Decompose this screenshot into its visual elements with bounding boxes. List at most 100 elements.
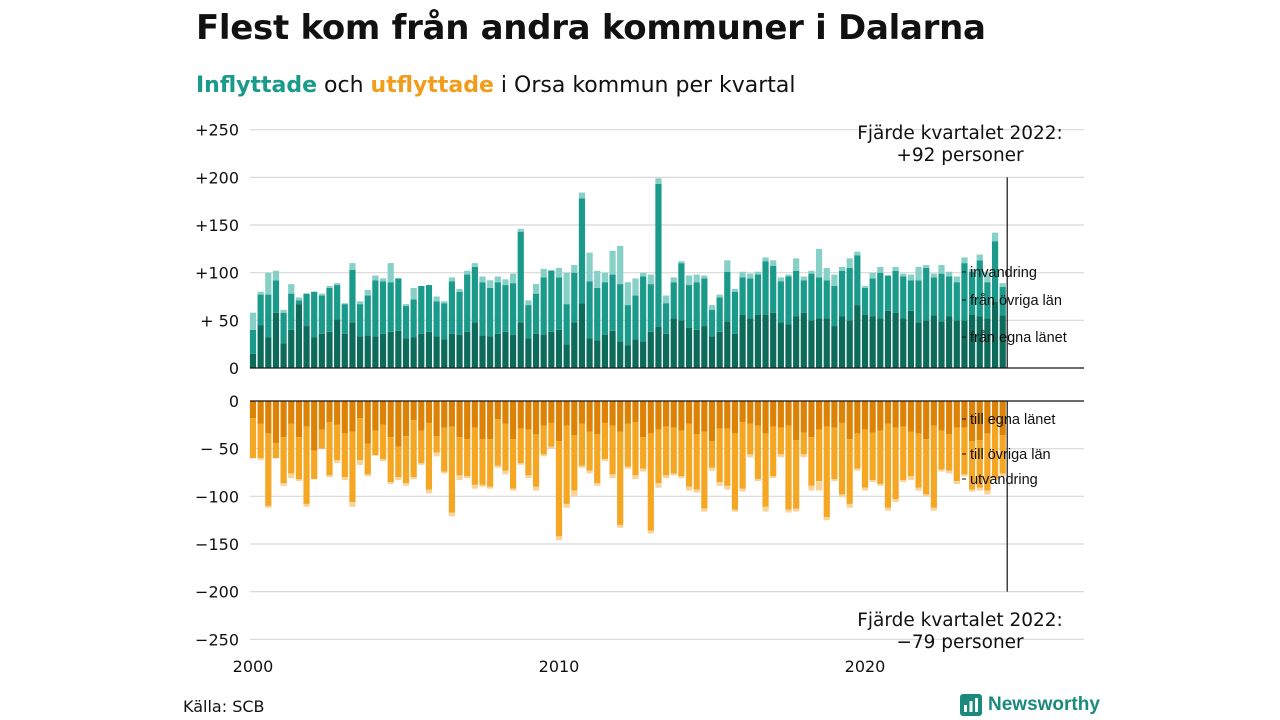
bar-in-segment — [739, 271, 746, 278]
bar-out-segment — [762, 401, 769, 434]
ytick-label-bottom: −100 — [195, 487, 239, 506]
bar-out-segment — [586, 431, 593, 471]
bar-out-segment — [984, 401, 991, 434]
bar-in-segment — [984, 318, 991, 368]
bar-out-segment — [747, 454, 754, 458]
bar-out-segment — [938, 401, 945, 431]
bar-in-segment — [708, 336, 716, 368]
bar-in-segment — [471, 266, 478, 323]
bar-out-segment — [900, 480, 907, 483]
bar-out-segment — [991, 401, 999, 422]
bar-out-segment — [303, 401, 310, 427]
bar-in-segment — [280, 309, 287, 313]
bar-in-segment — [777, 322, 784, 368]
ytick-label-bottom: − 50 — [200, 440, 239, 459]
bar-out-segment — [861, 401, 869, 430]
bar-out-segment — [884, 423, 892, 508]
bar-in-segment — [785, 324, 792, 368]
annotation-top-line2: +92 personer — [896, 145, 1024, 166]
bar-in-segment — [953, 282, 960, 321]
bar-out-segment — [915, 487, 922, 491]
bar-out-segment — [938, 469, 945, 472]
bar-in-segment — [471, 322, 478, 368]
bar-in-segment — [555, 329, 563, 368]
bar-out-segment — [402, 401, 410, 437]
bar-out-segment — [288, 401, 295, 424]
bar-out-segment — [808, 401, 815, 438]
bar-out-segment — [930, 507, 937, 511]
bar-out-segment — [984, 490, 991, 495]
bar-out-segment — [532, 434, 540, 487]
bar-out-segment — [762, 506, 769, 512]
bar-out-segment — [364, 443, 371, 475]
bar-out-segment — [425, 401, 433, 423]
bar-out-segment — [731, 401, 739, 434]
bar-out-segment — [272, 442, 280, 459]
legend-label-in: invandring — [970, 265, 1037, 281]
bar-out-segment — [525, 475, 532, 479]
bar-in-segment — [724, 271, 731, 322]
bar-in-segment — [823, 318, 830, 368]
bar-in-segment — [701, 275, 708, 279]
bar-out-segment — [770, 426, 777, 477]
bar-out-segment — [387, 401, 394, 438]
bar-out-segment — [884, 401, 892, 424]
bar-in-segment — [410, 337, 417, 368]
bar-out-segment — [487, 439, 494, 487]
bar-out-segment — [272, 401, 280, 443]
bar-out-segment — [594, 482, 601, 486]
bar-out-segment — [410, 401, 417, 421]
bar-out-segment — [288, 423, 295, 474]
bar-in-segment — [670, 282, 677, 319]
bar-out-segment — [517, 462, 524, 465]
bar-out-segment — [357, 460, 364, 465]
bar-out-segment — [861, 487, 869, 491]
bar-out-segment — [808, 437, 815, 486]
bar-out-segment — [418, 462, 425, 465]
bar-out-segment — [754, 425, 761, 480]
bar-in-segment — [816, 318, 823, 368]
bar-out-segment — [364, 474, 371, 477]
bar-in-segment — [923, 267, 930, 321]
bar-out-segment — [907, 476, 914, 481]
bar-out-segment — [670, 473, 677, 476]
bar-in-segment — [999, 286, 1006, 316]
bar-out-segment — [418, 430, 425, 463]
bar-out-segment — [410, 420, 417, 478]
bar-out-segment — [854, 401, 861, 434]
bar-in-segment — [594, 340, 601, 368]
bar-out-segment — [708, 401, 716, 442]
bar-out-segment — [777, 427, 784, 455]
bar-in-segment — [479, 335, 486, 368]
bar-in-segment — [991, 241, 999, 302]
annotation-bottom-line1: Fjärde kvartalet 2022: — [857, 610, 1063, 631]
bar-in-segment — [272, 280, 280, 313]
bar-in-segment — [869, 278, 876, 317]
ytick-label-top: +150 — [195, 216, 239, 235]
bar-out-segment — [708, 467, 716, 471]
bar-out-segment — [357, 401, 364, 419]
bar-in-segment — [334, 285, 341, 320]
bar-in-segment — [831, 326, 838, 368]
bar-out-segment — [456, 401, 463, 438]
bar-in-segment — [640, 276, 647, 342]
bar-in-segment — [571, 272, 578, 323]
bar-out-segment — [548, 401, 555, 423]
bar-out-segment — [395, 477, 402, 481]
subtitle-rest: i Orsa kommun per kvartal — [493, 73, 796, 98]
bar-in-segment — [976, 316, 983, 368]
xtick-label: 2010 — [539, 657, 580, 676]
bar-in-segment — [372, 275, 379, 281]
bar-in-segment — [395, 278, 402, 331]
bar-out-segment — [257, 458, 264, 461]
bar-in-segment — [754, 314, 761, 368]
bar-out-segment — [946, 401, 953, 435]
bar-in-segment — [900, 273, 907, 277]
bar-in-segment — [257, 325, 264, 368]
bar-in-segment — [869, 272, 876, 279]
bar-out-segment — [464, 401, 471, 440]
bar-out-segment — [265, 433, 272, 506]
bar-out-segment — [846, 503, 853, 508]
bar-out-segment — [441, 401, 448, 428]
bar-in-segment — [632, 339, 639, 368]
